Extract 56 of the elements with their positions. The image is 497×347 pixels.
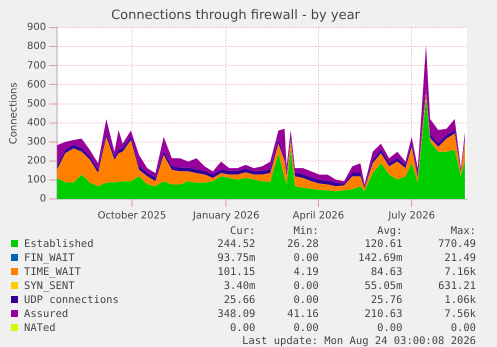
text: 4.19 <box>292 265 320 279</box>
y-axis-title: Connections <box>8 82 20 144</box>
text: 21.49 <box>443 251 477 265</box>
text: 142.69m <box>357 251 404 265</box>
text: 1.06k <box>443 293 477 307</box>
y-tick-label: 0 <box>40 194 46 205</box>
y-tick-label: 400 <box>26 117 46 128</box>
text: 84.63 <box>370 265 404 279</box>
text: Avg: <box>376 225 404 237</box>
y-tick-label: 900 <box>26 22 46 34</box>
text: 0.00 <box>292 279 320 293</box>
text: 41.16 <box>286 307 320 321</box>
text: 348.09 <box>216 307 256 321</box>
text: 0.00 <box>229 321 256 335</box>
legend-label: TIME_WAIT <box>23 265 82 279</box>
text: Min: <box>292 225 320 237</box>
text: 25.66 <box>222 293 256 307</box>
x-tick-label: January 2026 <box>192 210 260 222</box>
y-tick-label: 300 <box>26 136 46 148</box>
text: 0.00 <box>292 293 320 307</box>
legend-label: Assured <box>23 307 70 321</box>
x-tick-label: October 2025 <box>98 210 166 222</box>
text: 631.21 <box>437 279 477 293</box>
text: 25.76 <box>370 293 404 307</box>
text: 3.40m <box>222 279 256 293</box>
text: 0.00 <box>292 321 320 335</box>
text: 244.52 <box>216 237 256 251</box>
x-tick-label: July 2026 <box>387 210 435 222</box>
legend-label: SYN_SENT <box>23 279 76 293</box>
text: 93.75m <box>216 251 256 265</box>
text: 0.00 <box>292 251 320 265</box>
y-tick-label: 100 <box>26 174 46 186</box>
text: 0.00 <box>376 321 404 335</box>
y-tick-label: 200 <box>26 156 46 167</box>
text: 770.49 <box>437 237 477 251</box>
text: Max: <box>450 225 477 237</box>
text: 7.56k <box>443 307 477 321</box>
text: 120.61 <box>363 237 404 251</box>
x-tick-label: April 2026 <box>292 210 344 222</box>
chart-title: Connections through firewall - by year <box>111 8 361 24</box>
text: Cur: <box>229 225 256 237</box>
legend-label: FIN_WAIT <box>23 251 76 265</box>
text: 26.28 <box>286 237 320 251</box>
y-tick-label: 500 <box>26 98 46 110</box>
y-tick-label: 800 <box>26 41 46 52</box>
text: 210.63 <box>363 307 404 321</box>
y-tick-label: 700 <box>26 60 46 72</box>
legend-label: Established <box>23 237 95 251</box>
legend-label: NATed <box>23 321 57 335</box>
y-tick-label: 600 <box>26 79 46 90</box>
legend-label: UDP connections <box>23 293 120 307</box>
text: 0.00 <box>450 321 477 335</box>
text: 55.05m <box>363 279 404 293</box>
text: 101.15 <box>216 265 256 279</box>
text: 7.16k <box>443 265 477 279</box>
text: Last update: Mon Aug 24 03:00:08 2026 <box>241 335 477 347</box>
